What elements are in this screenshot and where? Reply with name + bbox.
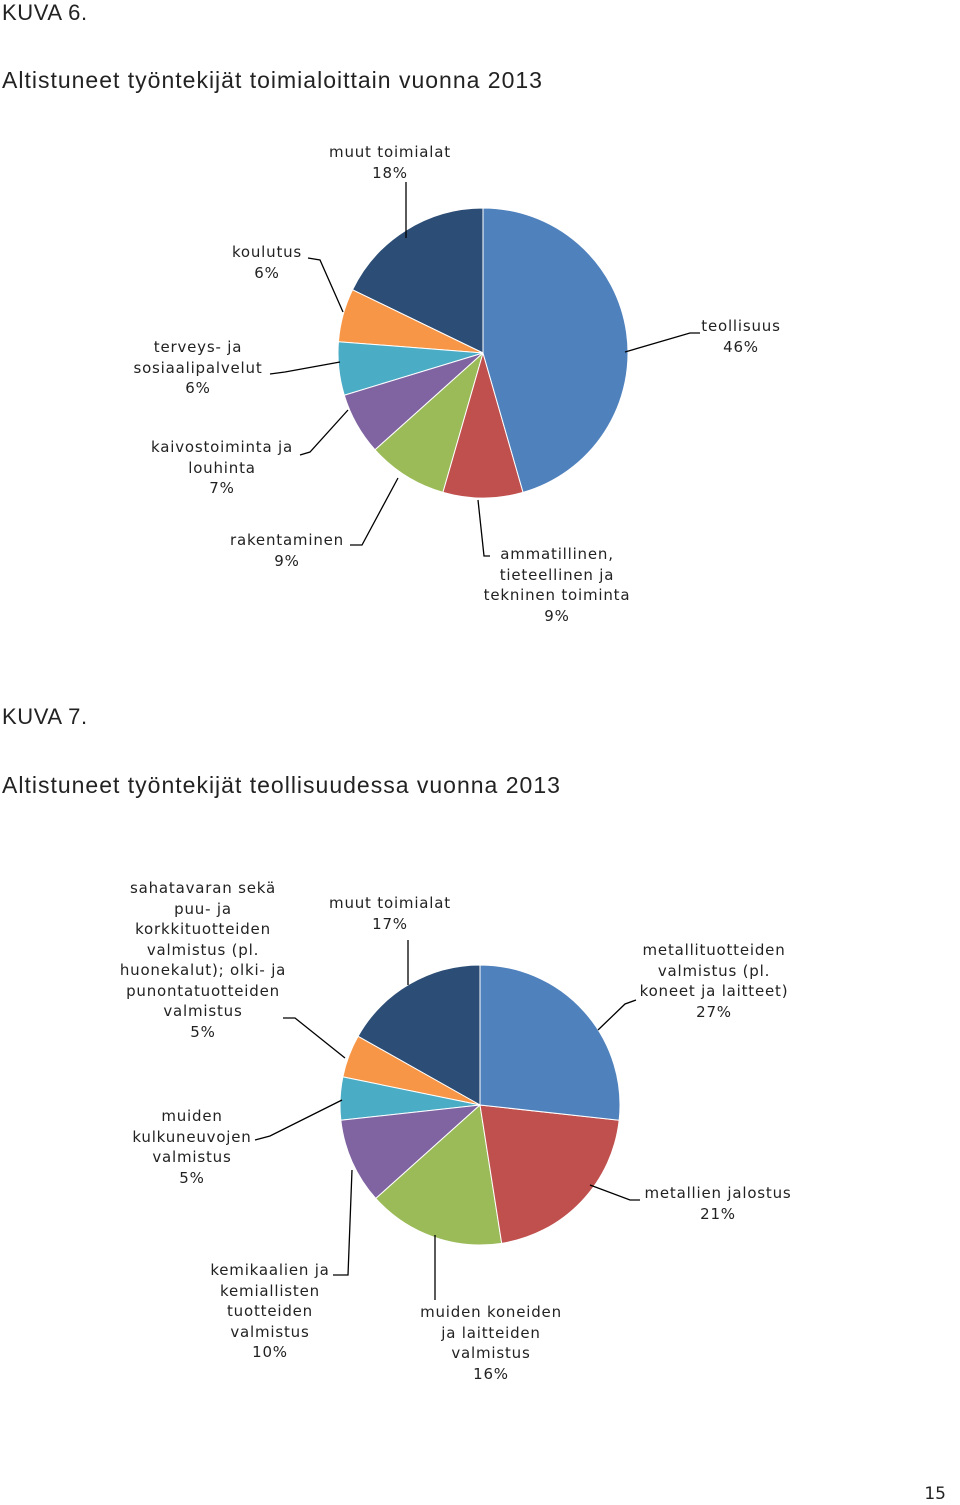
leader-line: [597, 999, 637, 1031]
slice-label: rakentaminen 9%: [217, 530, 357, 571]
category-label: muiden kulkuneuvojen valmistus: [132, 1107, 252, 1166]
slice-label: muut toimialat 17%: [315, 893, 465, 934]
value-label: 6%: [254, 263, 280, 282]
slice-label: kaivostoiminta ja louhinta 7%: [137, 437, 307, 499]
leader-line: [269, 361, 341, 375]
slice-label: ammatillinen, tieteellinen ja tekninen t…: [472, 544, 642, 626]
value-label: 7%: [209, 479, 235, 497]
value-label: 9%: [544, 606, 570, 625]
slice-label: kemikaalien ja kemiallisten tuotteiden v…: [200, 1260, 340, 1363]
value-label: 6%: [185, 379, 211, 397]
slice-label: muiden koneiden ja laitteiden valmistus 1…: [411, 1302, 571, 1384]
pie-slice: [479, 1104, 620, 1244]
figure-label: KUVA 7.: [2, 704, 88, 729]
page-number: 15: [924, 1484, 946, 1504]
value-label: 17%: [372, 914, 408, 933]
leader-line: [350, 477, 399, 546]
category-label: muut toimialat: [329, 143, 451, 161]
value-label: 21%: [700, 1204, 736, 1223]
value-label: 46%: [723, 337, 759, 356]
value-label: 16%: [473, 1364, 509, 1383]
category-label: kaivostoiminta ja louhinta: [151, 438, 293, 477]
value-label: 18%: [372, 163, 408, 182]
category-label: teollisuus: [701, 317, 781, 335]
slice-label: muiden kulkuneuvojen valmistus 5%: [122, 1106, 262, 1188]
leader-line: [307, 257, 344, 313]
leader-line: [254, 1099, 343, 1141]
value-label: 5%: [190, 1022, 216, 1041]
pie-slice: [340, 1104, 482, 1200]
leader-line: [299, 409, 349, 456]
slice-label: muut toimialat 18%: [315, 142, 465, 183]
slice-label: metallituotteiden valmistus (pl. koneet …: [629, 940, 799, 1022]
slice-label: teollisuus 46%: [681, 316, 801, 357]
value-label: 27%: [696, 1002, 732, 1021]
pie-slice: [357, 964, 481, 1106]
category-label: muut toimialat: [329, 894, 451, 912]
leader-line: [624, 332, 700, 353]
chart-title: Altistuneet työntekijät toimialoittain v…: [2, 67, 543, 93]
leader-line: [333, 1169, 353, 1276]
pie-slice: [442, 351, 524, 499]
chart-title: Altistuneet työntekijät teollisuudessa v…: [2, 772, 561, 798]
value-label: 10%: [252, 1343, 288, 1361]
category-label: metallituotteiden valmistus (pl. koneet …: [639, 941, 789, 1000]
slice-label: terveys- ja sosiaalipalvelut 6%: [128, 337, 268, 399]
category-label: koulutus: [231, 243, 303, 261]
leader-line: [477, 499, 490, 557]
category-label: muiden koneiden ja laitteiden valmistus: [420, 1303, 562, 1362]
leader-line: [283, 1017, 346, 1059]
pie-slice: [374, 351, 484, 493]
pie-slice: [482, 207, 629, 493]
slice-label: koulutus 6%: [217, 242, 317, 283]
slice-label: metallien jalostus 21%: [633, 1183, 803, 1224]
value-label: 9%: [274, 551, 300, 570]
category-label: sahatavaran sekä puu- ja korkkituotteide…: [119, 879, 287, 1020]
leader-lines: [254, 182, 700, 1300]
value-label: 5%: [179, 1168, 205, 1187]
category-label: rakentaminen: [230, 531, 344, 549]
leader-line: [589, 1184, 640, 1201]
slice-label: sahatavaran sekä puu- ja korkkituotteide…: [119, 878, 287, 1042]
pie-slice: [375, 1104, 503, 1246]
pie-slice: [479, 964, 621, 1121]
figure-label: KUVA 6.: [2, 0, 88, 25]
category-label: kemikaalien ja kemiallisten tuotteiden v…: [210, 1261, 330, 1341]
category-label: terveys- ja sosiaalipalvelut: [133, 338, 263, 377]
category-label: metallien jalostus: [644, 1184, 792, 1202]
category-label: ammatillinen, tieteellinen ja tekninen t…: [483, 545, 631, 604]
